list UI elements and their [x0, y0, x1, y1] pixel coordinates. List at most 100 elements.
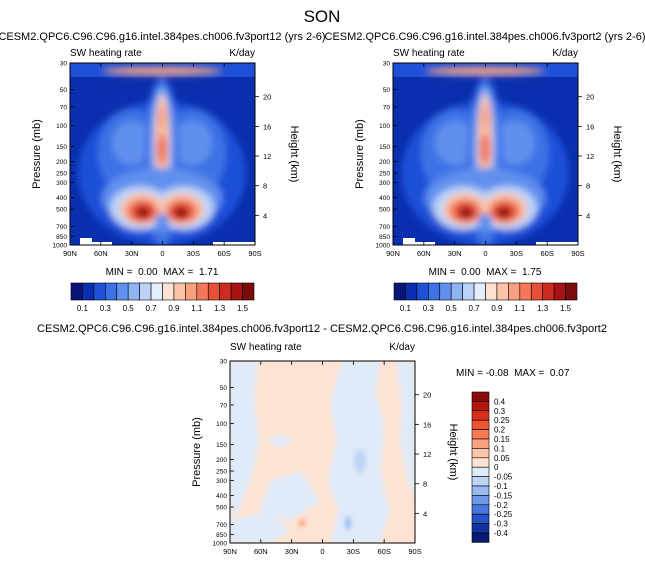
x-tick-label: 90N [63, 249, 77, 258]
colorbar-label: -0.3 [494, 520, 508, 529]
y-tick-label: 70 [220, 402, 228, 409]
colorbar-swatch [462, 282, 475, 301]
panel-a-right-label: K/day [229, 48, 255, 59]
panel-a-left-label: SW heating rate [70, 48, 142, 59]
colorbar-label: 0.3 [494, 407, 506, 416]
y-tick-label: 200 [216, 457, 227, 464]
panel-b: CESM2.QPC6.C96.C96.g16.intel.384pes.ch00… [325, 31, 645, 278]
colorbar-swatch [471, 429, 490, 440]
colorbar-swatch [519, 282, 532, 301]
colorbar-swatch [471, 513, 490, 524]
colorbar-label: 0.3 [423, 304, 435, 313]
panel-a-y2label: Height (km) [288, 126, 300, 183]
colorbar-swatch [471, 485, 490, 496]
colorbar-swatch [70, 282, 83, 301]
y-tick-label: 850 [379, 234, 390, 241]
panel-c-field [230, 361, 415, 543]
x-tick-label: 60N [417, 249, 431, 258]
x-tick-label: 90N [386, 249, 400, 258]
x-tick-label: 30N [125, 249, 139, 258]
panel-c-axes: 90N 60N 30N 0 30S 60S 90S 30 50 70 100 150 200 250 300… [213, 359, 432, 557]
colorbar-label: 0 [494, 463, 499, 472]
colorbar-swatch [485, 282, 498, 301]
x-tick-label: 30S [187, 249, 200, 258]
colorbar-swatch [471, 419, 490, 430]
colorbar-swatch [230, 282, 243, 301]
colorbar-b: 0.1 0.3 0.5 0.7 0.9 1.1 1.3 1.5 [393, 282, 578, 313]
colorbar-label: 0.9 [168, 304, 180, 313]
y2-tick-label: 4 [263, 211, 267, 220]
y2-tick-label: 20 [586, 93, 594, 102]
y-tick-label: 50 [60, 87, 68, 94]
colorbar-label: 0.5 [123, 304, 135, 313]
panel-a-field [70, 63, 255, 248]
panel-b-stats: MIN = 0.00 MAX = 1.75 [429, 267, 542, 278]
colorbar-label: 0.1 [400, 304, 412, 313]
colorbar-label: 0.5 [446, 304, 458, 313]
colorbar-swatch [416, 282, 429, 301]
y-tick-label: 300 [56, 180, 67, 187]
colorbar-swatch [242, 282, 255, 301]
panel-c-ylabel: Pressure (mb) [191, 417, 203, 487]
colorbar-label: 0.1 [494, 444, 506, 453]
colorbar-swatch [471, 438, 490, 449]
colorbar-c: 0.40.30.250.20.150.10.050-0.05-0.1-0.15-… [471, 391, 513, 543]
y-tick-label: 150 [379, 144, 390, 151]
colorbar-label: 0.2 [494, 426, 506, 435]
panel-b-left-label: SW heating rate [393, 48, 465, 59]
colorbar-label: 0.9 [491, 304, 503, 313]
colorbar-label: -0.2 [494, 501, 508, 510]
colorbar-swatch [471, 495, 490, 506]
y-tick-label: 200 [379, 159, 390, 166]
colorbar-label: 1.3 [537, 304, 549, 313]
y-tick-label: 500 [56, 207, 67, 214]
colorbar-swatch [393, 282, 406, 301]
colorbar-swatch [471, 532, 490, 543]
colorbar-label: 0.7 [469, 304, 481, 313]
x-tick-label: 30N [448, 249, 462, 258]
panel-b-axes: 90N 60N 30N 0 30S 60S 90S 30 50 70 100 150 200 250 300… [376, 61, 595, 259]
y-tick-label: 50 [383, 87, 391, 94]
x-tick-label: 90S [248, 249, 261, 258]
x-tick-label: 90S [408, 547, 421, 556]
y2-tick-label: 8 [263, 182, 267, 191]
colorbar-swatch [471, 466, 490, 477]
x-tick-label: 0 [160, 249, 164, 258]
colorbar-swatch [508, 282, 521, 301]
colorbar-label: 0.1 [77, 304, 89, 313]
colorbar-label: 1.3 [214, 304, 226, 313]
panel-c-stats: MIN = -0.08 MAX = 0.07 [456, 368, 570, 379]
y-tick-label: 1000 [213, 541, 228, 548]
colorbar-swatch [428, 282, 441, 301]
x-tick-label: 60S [217, 249, 230, 258]
colorbar-swatch [496, 282, 509, 301]
colorbar-swatch [553, 282, 566, 301]
colorbar-swatch [471, 504, 490, 515]
x-tick-label: 60N [254, 547, 268, 556]
y-tick-label: 150 [216, 442, 227, 449]
colorbar-swatch [207, 282, 220, 301]
y-tick-label: 700 [216, 522, 227, 529]
colorbar-label: 0.25 [494, 416, 510, 425]
panel-b-y2label: Height (km) [611, 126, 623, 183]
y-tick-label: 400 [56, 195, 67, 202]
colorbar-label: 0.7 [146, 304, 158, 313]
colorbar-label: 1.5 [237, 304, 249, 313]
colorbar-swatch [471, 457, 490, 468]
x-tick-label: 90N [223, 547, 237, 556]
panel-a-ylabel: Pressure (mb) [31, 119, 43, 189]
colorbar-label: 1.1 [191, 304, 203, 313]
y2-tick-label: 12 [423, 450, 431, 459]
y-tick-label: 1000 [53, 243, 68, 250]
colorbar-swatch [439, 282, 452, 301]
x-tick-label: 60N [94, 249, 108, 258]
colorbar-label: -0.05 [494, 473, 513, 482]
y-tick-label: 300 [216, 478, 227, 485]
colorbar-label: 1.1 [514, 304, 526, 313]
x-tick-label: 0 [320, 547, 324, 556]
x-tick-label: 30S [347, 547, 360, 556]
y-tick-label: 850 [216, 532, 227, 539]
colorbar-label: 0.05 [494, 454, 510, 463]
y-tick-label: 400 [216, 493, 227, 500]
y-tick-label: 100 [379, 123, 390, 130]
